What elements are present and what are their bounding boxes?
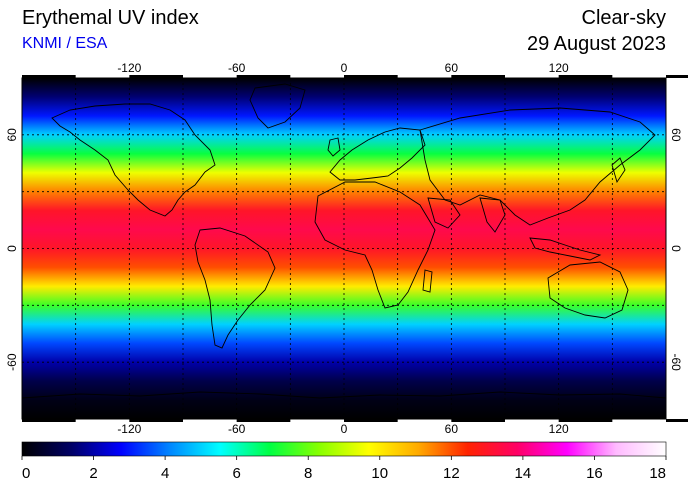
map-source: KNMI / ESA	[22, 35, 108, 52]
coastline-indonesia	[529, 237, 602, 261]
colorbar-bar	[21, 441, 667, 457]
frame-segment	[666, 419, 688, 422]
lon-tick-label: 120	[549, 61, 569, 75]
frame-segment	[22, 75, 76, 78]
lat-tick-label-left: 60	[5, 128, 19, 142]
map-frame	[21, 75, 688, 422]
frame-segment	[344, 75, 398, 78]
frame-segment	[22, 419, 76, 422]
coastline-madagascar	[422, 269, 433, 293]
lon-tick-label: -120	[117, 422, 141, 436]
frame-segment	[129, 75, 183, 78]
frame-segment	[451, 419, 505, 422]
colorbar-tick-label: 2	[89, 465, 97, 482]
coastlines	[22, 83, 666, 399]
map-date: 29 August 2023	[526, 33, 666, 55]
sky-condition: Clear-sky	[581, 7, 666, 29]
lon-tick-label: 60	[445, 422, 459, 436]
lon-tick-label: -60	[228, 422, 246, 436]
lon-tick-label: -60	[228, 61, 246, 75]
graticule	[22, 78, 666, 419]
frame-segment	[558, 75, 613, 78]
lat-tick-label-left: -60	[5, 353, 19, 371]
coastline-india	[479, 197, 506, 233]
coastline-asia	[419, 107, 656, 226]
frame-segment	[558, 419, 613, 422]
coastline-europe	[329, 127, 426, 181]
colorbar-tick-label: 0	[22, 465, 30, 482]
coastline-uk	[327, 137, 341, 157]
frame-segment	[666, 75, 688, 78]
coastline-antarctica	[22, 391, 666, 399]
colorbar: 0 2 4 6 8 10 12 14 16 18	[21, 441, 667, 482]
coastline-australia	[547, 261, 629, 319]
lon-tick-label: 120	[549, 422, 569, 436]
colorbar-tick-label: 14	[515, 465, 532, 482]
lon-tick-label: 0	[341, 61, 348, 75]
colorbar-tick-label: 8	[304, 465, 312, 482]
lon-tick-label: 0	[341, 422, 348, 436]
axis-labels: -120 -120 -60 -60 0 0 60 60 120 120 60 60 0 0 -60 -60	[5, 61, 683, 436]
frame-segment	[236, 75, 291, 78]
map-title: Erythemal UV index	[22, 7, 199, 29]
lon-tick-label: -120	[117, 61, 141, 75]
colorbar-tick-label: 18	[649, 465, 666, 482]
lat-tick-label-right: 60	[669, 128, 683, 142]
frame-segment	[236, 419, 291, 422]
coastline-japan	[611, 157, 626, 184]
colorbar-tick-label: 10	[371, 465, 388, 482]
coastline-north-america	[51, 103, 216, 217]
coastline-south-america	[194, 227, 276, 349]
colorbar-tick-label: 4	[161, 465, 169, 482]
lat-tick-label-right: -60	[669, 353, 683, 371]
lat-tick-label-right: 0	[669, 245, 683, 252]
frame-segment	[344, 419, 398, 422]
frame-segment	[129, 419, 183, 422]
frame-segment	[451, 75, 505, 78]
lat-tick-label-left: 0	[5, 245, 19, 252]
colorbar-tick-label: 6	[232, 465, 240, 482]
coastline-africa	[314, 181, 436, 309]
coastline-arabia	[427, 197, 461, 229]
colorbar-tick-label: 12	[443, 465, 460, 482]
colorbar-tick-label: 16	[586, 465, 603, 482]
coastline-greenland	[249, 83, 306, 129]
lon-tick-label: 60	[445, 61, 459, 75]
